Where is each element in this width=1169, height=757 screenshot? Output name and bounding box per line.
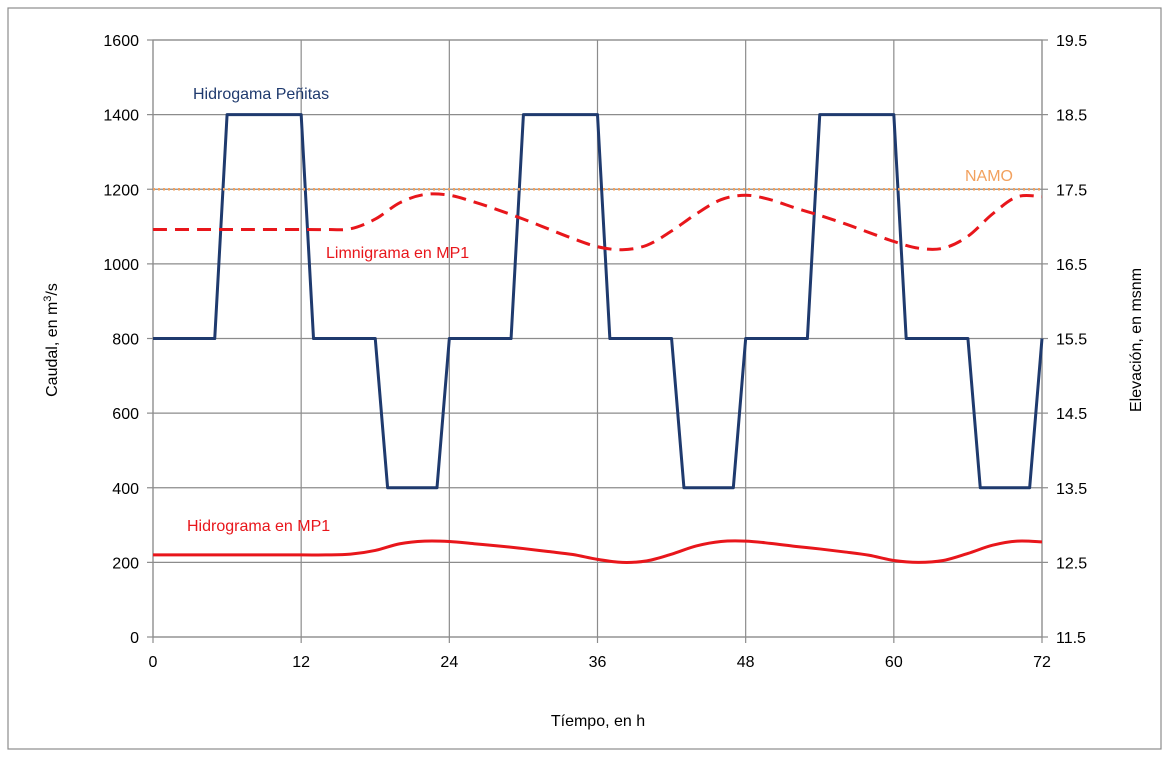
y-right-tick-label: 16.5 xyxy=(1056,257,1087,274)
x-tick-label: 60 xyxy=(885,654,903,671)
y-right-tick-label: 19.5 xyxy=(1056,33,1087,50)
y-right-tick-label: 12.5 xyxy=(1056,555,1087,572)
annotation-limnigrama-mp1: Limnigrama en MP1 xyxy=(326,245,469,262)
x-tick-label: 24 xyxy=(440,654,458,671)
x-tick-label: 12 xyxy=(292,654,310,671)
y-left-tick-label: 600 xyxy=(112,406,139,423)
y-axis-title-left: Caudal, en m3/s xyxy=(42,283,61,397)
annotation-namo: NAMO xyxy=(965,168,1013,185)
series-hidrograma-penitas xyxy=(153,113,1044,490)
chart-frame xyxy=(7,7,1162,750)
x-tick-label: 36 xyxy=(589,654,607,671)
y-left-tick-label: 1000 xyxy=(103,257,139,274)
series-hidrograma-mp1 xyxy=(152,539,1043,564)
y-left-tick-label: 200 xyxy=(112,555,139,572)
y-right-tick-label: 15.5 xyxy=(1056,332,1087,349)
annotation-hidrograma-penitas: Hidrogama Peñitas xyxy=(193,86,329,103)
y-right-tick-label: 17.5 xyxy=(1056,182,1087,199)
series-limnigrama-mp1 xyxy=(153,192,1043,252)
y-left-tick-label: 400 xyxy=(112,481,139,498)
y-left-tick-label: 1400 xyxy=(103,108,139,125)
x-tick-label: 72 xyxy=(1033,654,1051,671)
x-tick-label: 0 xyxy=(149,654,158,671)
y-right-tick-label: 13.5 xyxy=(1056,481,1087,498)
y-right-tick-label: 14.5 xyxy=(1056,406,1087,423)
x-axis-title: Tíempo, en h xyxy=(551,713,645,730)
x-tick-label: 48 xyxy=(737,654,755,671)
series-layer xyxy=(152,113,1044,564)
annotation-hidrograma-mp1: Hidrograma en MP1 xyxy=(187,518,330,535)
y-right-tick-label: 18.5 xyxy=(1056,108,1087,125)
y-left-tick-label: 1200 xyxy=(103,182,139,199)
y-left-tick-label: 800 xyxy=(112,332,139,349)
annotation-layer: Hidrogama Peñitas NAMO Limnigrama en MP1… xyxy=(187,86,1013,535)
y-axis-title-right: Elevación, en msnm xyxy=(1128,268,1145,412)
y-left-tick-label: 0 xyxy=(130,630,139,647)
y-right-tick-label: 11.5 xyxy=(1056,630,1086,647)
y-left-tick-label: 1600 xyxy=(103,33,139,50)
